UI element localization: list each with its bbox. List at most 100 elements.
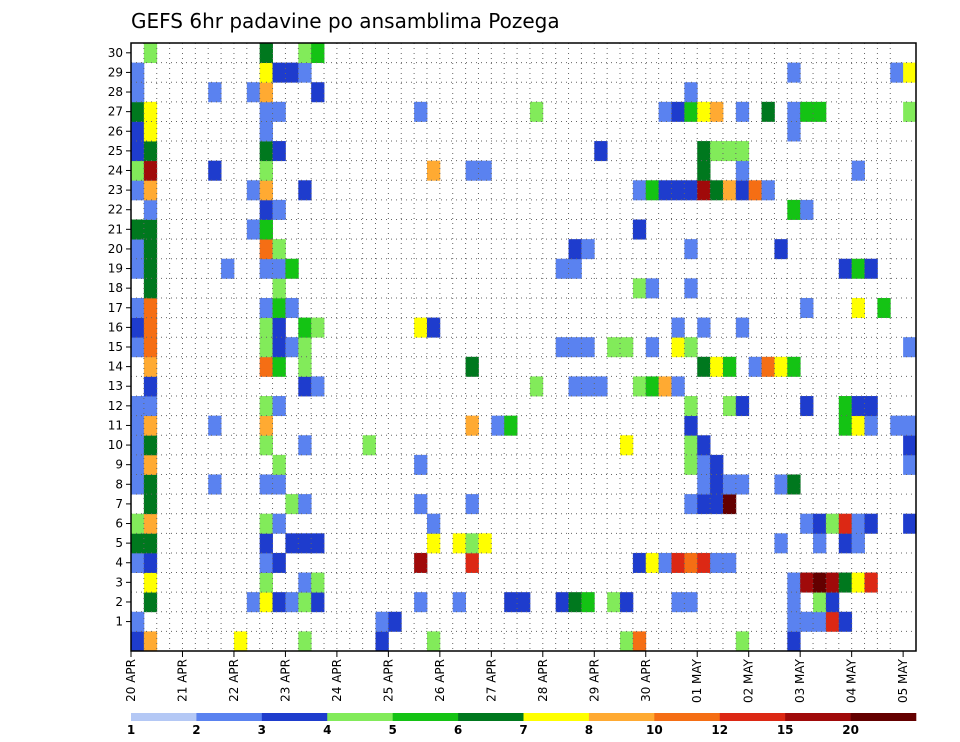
heatmap-cell bbox=[787, 62, 801, 83]
chart-title: GEFS 6hr padavine po ansamblima Pozega bbox=[131, 9, 560, 33]
heatmap-cell bbox=[903, 415, 917, 436]
colorbar-label: 20 bbox=[842, 723, 859, 737]
heatmap-cell bbox=[298, 435, 312, 456]
heatmap-cell bbox=[426, 317, 441, 338]
heatmap-cell bbox=[272, 337, 286, 358]
heatmap-cell bbox=[594, 141, 608, 162]
heatmap-cell bbox=[259, 121, 273, 142]
heatmap-cell bbox=[311, 82, 325, 103]
colorbar-swatch bbox=[654, 713, 721, 721]
heatmap-cell bbox=[272, 356, 286, 377]
colorbar-label: 4 bbox=[323, 723, 331, 737]
heatmap-cell bbox=[594, 376, 608, 397]
heatmap-cell bbox=[298, 356, 312, 377]
heatmap-cell bbox=[684, 82, 698, 103]
heatmap-cell bbox=[697, 101, 711, 122]
heatmap-cell bbox=[285, 592, 299, 613]
heatmap-cell bbox=[465, 494, 479, 515]
heatmap-cell bbox=[800, 297, 814, 318]
heatmap-cell bbox=[131, 258, 145, 279]
y-tick-label: 13 bbox=[108, 379, 123, 393]
heatmap-cell bbox=[671, 376, 685, 397]
heatmap-cell bbox=[259, 82, 273, 103]
y-tick-label: 11 bbox=[108, 418, 123, 432]
heatmap-cell bbox=[800, 396, 814, 417]
heatmap-cell bbox=[645, 552, 660, 573]
heatmap-cell bbox=[787, 572, 801, 593]
heatmap-cell bbox=[864, 572, 878, 593]
heatmap-cell bbox=[581, 239, 595, 260]
heatmap-cell bbox=[143, 435, 158, 456]
heatmap-cell bbox=[581, 592, 595, 613]
heatmap-cell bbox=[684, 239, 698, 260]
heatmap-cell bbox=[272, 239, 286, 260]
x-tick-label: 24 APR bbox=[330, 659, 344, 702]
y-tick-label: 2 bbox=[115, 595, 123, 609]
heatmap-cell bbox=[684, 396, 698, 417]
heatmap-cell bbox=[272, 62, 286, 83]
heatmap-cell bbox=[285, 258, 299, 279]
heatmap-cell bbox=[620, 435, 634, 456]
x-tick-label: 29 APR bbox=[587, 659, 601, 702]
heatmap-cell bbox=[555, 337, 569, 358]
heatmap-cell bbox=[838, 572, 853, 593]
heatmap-cell bbox=[259, 317, 273, 338]
heatmap-cell bbox=[607, 337, 621, 358]
heatmap-cell bbox=[311, 572, 325, 593]
heatmap-cell bbox=[735, 317, 750, 338]
heatmap-cell bbox=[787, 101, 801, 122]
heatmap-cell bbox=[298, 533, 312, 554]
heatmap-cell bbox=[697, 552, 711, 573]
colorbar-label: 10 bbox=[646, 723, 663, 737]
heatmap-cell bbox=[131, 337, 145, 358]
heatmap-cell bbox=[233, 631, 248, 652]
x-tick-label: 25 APR bbox=[381, 659, 395, 702]
y-tick-label: 17 bbox=[108, 301, 123, 315]
heatmap-cell bbox=[697, 160, 711, 181]
y-tick-label: 25 bbox=[108, 144, 123, 158]
colorbar-label: 12 bbox=[711, 723, 728, 737]
heatmap-cell bbox=[851, 513, 865, 534]
y-tick-label: 22 bbox=[108, 203, 123, 217]
y-axis: 1234567891011121314151617181920212223242… bbox=[108, 46, 131, 629]
heatmap-cell bbox=[800, 199, 814, 220]
heatmap-cell bbox=[825, 592, 840, 613]
heatmap-cell bbox=[607, 592, 621, 613]
heatmap-cell bbox=[143, 552, 158, 573]
heatmap-cell bbox=[710, 141, 724, 162]
heatmap-cell bbox=[272, 199, 286, 220]
heatmap-cell bbox=[645, 337, 660, 358]
x-axis: 20 APR 21 APR 22 APR 23 APR 24 APR 25 APR 26 A… bbox=[124, 651, 910, 703]
colorbar-label: 2 bbox=[192, 723, 200, 737]
heatmap-cell bbox=[131, 415, 145, 436]
heatmap-cell bbox=[787, 474, 801, 495]
heatmap-cell bbox=[890, 415, 904, 436]
heatmap-cell bbox=[131, 121, 145, 142]
heatmap-cell bbox=[851, 533, 865, 554]
heatmap-cell bbox=[697, 454, 711, 475]
heatmap-cell bbox=[414, 494, 428, 515]
heatmap-cell bbox=[143, 415, 158, 436]
heatmap-cell bbox=[851, 396, 865, 417]
heatmap-cell bbox=[710, 101, 724, 122]
heatmap-cell bbox=[143, 121, 158, 142]
heatmap-cell bbox=[272, 552, 286, 573]
heatmap-cell bbox=[131, 435, 145, 456]
x-tick-label: 22 APR bbox=[227, 659, 241, 702]
heatmap-cell bbox=[710, 552, 724, 573]
heatmap-cell bbox=[800, 513, 814, 534]
heatmap-cell bbox=[311, 533, 325, 554]
heatmap-cell bbox=[143, 101, 158, 122]
heatmap-cell bbox=[632, 180, 647, 201]
heatmap-cell bbox=[491, 415, 505, 436]
heatmap-cell bbox=[143, 513, 158, 534]
heatmap-cell bbox=[581, 337, 595, 358]
x-tick-label: 23 APR bbox=[278, 659, 292, 702]
colorbar-swatch bbox=[196, 713, 263, 721]
heatmap-cell bbox=[761, 356, 775, 377]
heatmap-cell bbox=[259, 337, 273, 358]
heatmap-cell bbox=[452, 592, 466, 613]
heatmap-cell bbox=[632, 219, 647, 240]
heatmap-cell bbox=[684, 337, 698, 358]
heatmap-cell bbox=[568, 337, 582, 358]
